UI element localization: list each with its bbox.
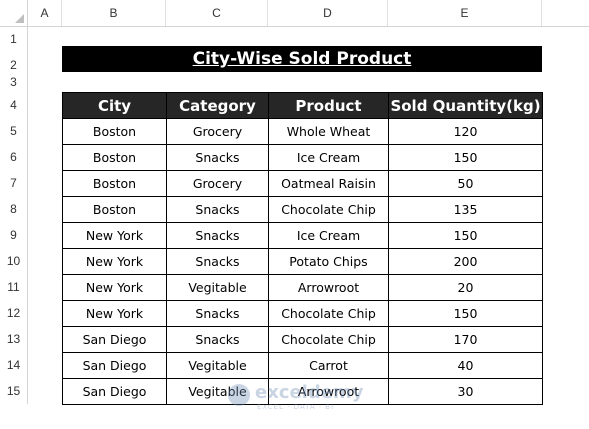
cell-product[interactable]: Oatmeal Raisin [268,170,389,197]
cell-city[interactable]: San Diego [62,378,167,405]
row-header-7[interactable]: 7 [0,170,28,196]
cell-category[interactable]: Vegitable [166,352,269,379]
cell-sold-quantity[interactable]: 40 [388,352,543,379]
column-header-bar: A B C D E [0,0,589,27]
cell-city[interactable]: Boston [62,118,167,145]
select-all-triangle-icon [15,14,24,23]
exceldemy-logo-icon [228,384,250,406]
cell-product[interactable]: Whole Wheat [268,118,389,145]
row-header-9[interactable]: 9 [0,222,28,248]
cell-city[interactable]: New York [62,222,167,249]
cell-product[interactable]: Arrowroot [268,378,389,405]
table-row: New York Snacks Chocolate Chip 150 [62,300,543,327]
cell-product[interactable]: Chocolate Chip [268,326,389,353]
table-row: San Diego Snacks Chocolate Chip 170 [62,326,543,353]
row-header-8[interactable]: 8 [0,196,28,222]
cell-sold-quantity[interactable]: 170 [388,326,543,353]
table-row: New York Snacks Ice Cream 150 [62,222,543,249]
table-row: Boston Snacks Ice Cream 150 [62,144,543,171]
row-header-1[interactable]: 1 [0,26,28,52]
row-header-15[interactable]: 15 [0,378,28,404]
cell-category[interactable]: Vegitable [166,378,269,405]
row-header-4[interactable]: 4 [0,92,28,118]
column-header-d[interactable]: D [268,0,388,26]
cell-category[interactable]: Snacks [166,222,269,249]
cell-product[interactable]: Ice Cream [268,144,389,171]
table-row: Boston Grocery Oatmeal Raisin 50 [62,170,543,197]
row-header-14[interactable]: 14 [0,352,28,378]
header-category[interactable]: Category [166,92,269,119]
cell-category[interactable]: Grocery [166,170,269,197]
table-row: New York Snacks Potato Chips 200 [62,248,543,275]
table-row: Boston Snacks Chocolate Chip 135 [62,196,543,223]
header-product[interactable]: Product [268,92,389,119]
table-row: Boston Grocery Whole Wheat 120 [62,118,543,145]
cell-sold-quantity[interactable]: 150 [388,300,543,327]
cell-product[interactable]: Potato Chips [268,248,389,275]
column-header-e[interactable]: E [388,0,542,26]
column-header-a[interactable]: A [28,0,62,26]
row-header-2[interactable]: 2 [0,52,28,78]
cell-city[interactable]: New York [62,274,167,301]
cell-sold-quantity[interactable]: 150 [388,144,543,171]
cell-city[interactable]: Boston [62,170,167,197]
row-header-13[interactable]: 13 [0,326,28,352]
exceldemy-watermark: exceldemy EXCEL · DATA · BI [228,380,378,414]
cell-sold-quantity[interactable]: 200 [388,248,543,275]
cell-category[interactable]: Snacks [166,300,269,327]
cell-category[interactable]: Snacks [166,144,269,171]
cell-city[interactable]: San Diego [62,352,167,379]
table-row: New York Vegitable Arrowroot 20 [62,274,543,301]
cell-city[interactable]: New York [62,248,167,275]
row-header-3[interactable]: 3 [0,72,28,92]
cell-product[interactable]: Arrowroot [268,274,389,301]
cell-sold-quantity[interactable]: 150 [388,222,543,249]
header-city[interactable]: City [62,92,167,119]
cell-category[interactable]: Snacks [166,326,269,353]
cell-sold-quantity[interactable]: 120 [388,118,543,145]
cell-product[interactable]: Chocolate Chip [268,300,389,327]
cell-city[interactable]: Boston [62,144,167,171]
watermark-tagline: EXCEL · DATA · BI [257,403,335,411]
cell-product[interactable]: Chocolate Chip [268,196,389,223]
table-header-row: City Category Product Sold Quantity(kg) [62,92,543,119]
row-header-6[interactable]: 6 [0,144,28,170]
row-header-5[interactable]: 5 [0,118,28,144]
cell-sold-quantity[interactable]: 50 [388,170,543,197]
cell-sold-quantity[interactable]: 135 [388,196,543,223]
cell-sold-quantity[interactable]: 30 [388,378,543,405]
cell-city[interactable]: New York [62,300,167,327]
row-header-11[interactable]: 11 [0,274,28,300]
cell-city[interactable]: Boston [62,196,167,223]
cell-city[interactable]: San Diego [62,326,167,353]
row-header-12[interactable]: 12 [0,300,28,326]
table-title[interactable]: City-Wise Sold Product [62,46,542,72]
column-header-c[interactable]: C [166,0,268,26]
table-row: San Diego Vegitable Arrowroot 30 [62,378,543,405]
cell-category[interactable]: Snacks [166,196,269,223]
cell-category[interactable]: Snacks [166,248,269,275]
table-row: San Diego Vegitable Carrot 40 [62,352,543,379]
header-sold-quantity[interactable]: Sold Quantity(kg) [388,92,543,119]
cell-product[interactable]: Carrot [268,352,389,379]
sales-table: City Category Product Sold Quantity(kg) … [62,92,543,405]
cell-category[interactable]: Grocery [166,118,269,145]
cell-product[interactable]: Ice Cream [268,222,389,249]
cell-sold-quantity[interactable]: 20 [388,274,543,301]
select-all-corner[interactable] [0,0,28,26]
watermark-name: exceldemy [255,382,364,403]
cell-category[interactable]: Vegitable [166,274,269,301]
row-header-10[interactable]: 10 [0,248,28,274]
column-header-b[interactable]: B [62,0,166,26]
